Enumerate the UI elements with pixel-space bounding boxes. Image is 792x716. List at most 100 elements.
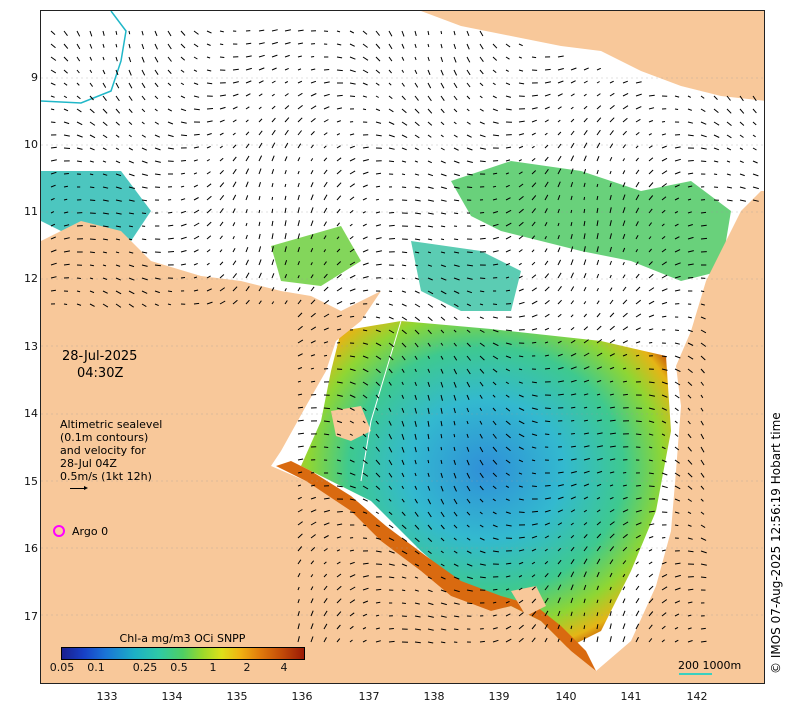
velocity-arrow — [349, 498, 356, 501]
velocity-arrow — [310, 68, 316, 71]
velocity-arrow — [700, 290, 705, 293]
velocity-arrow — [414, 576, 419, 579]
velocity-arrow — [661, 261, 667, 266]
velocity-arrow — [596, 233, 599, 240]
velocity-arrow — [583, 233, 586, 240]
colorbar-tick: 2 — [243, 661, 251, 674]
velocity-arrow — [752, 160, 758, 164]
velocity-arrow — [128, 199, 135, 202]
velocity-arrow — [375, 211, 381, 214]
velocity-arrow — [687, 211, 692, 214]
velocity-arrow — [89, 199, 96, 201]
velocity-arrow — [661, 639, 665, 643]
velocity-arrow — [505, 329, 512, 332]
velocity-arrow — [362, 69, 369, 74]
velocity-arrow — [89, 56, 93, 61]
velocity-arrow — [193, 302, 200, 305]
velocity-arrow — [700, 537, 707, 541]
velocity-arrow — [388, 433, 393, 440]
velocity-arrow — [388, 407, 392, 412]
velocity-arrow — [596, 67, 602, 71]
velocity-arrow — [76, 82, 80, 86]
velocity-arrow — [635, 249, 639, 253]
velocity-arrow — [388, 212, 395, 214]
lat-tick-9: 9 — [31, 71, 38, 84]
lon-tick-140: 140 — [555, 690, 577, 703]
velocity-arrow — [258, 259, 262, 266]
velocity-arrow — [622, 286, 627, 292]
velocity-arrow — [544, 561, 549, 565]
velocity-arrow — [128, 43, 131, 49]
velocity-arrow — [570, 546, 575, 552]
velocity-arrow — [544, 597, 549, 604]
velocity-arrow — [219, 182, 225, 188]
velocity-arrow — [583, 584, 587, 591]
velocity-arrow — [115, 303, 122, 308]
velocity-arrow — [479, 355, 485, 361]
velocity-arrow — [479, 108, 484, 112]
velocity-arrow — [362, 30, 368, 35]
velocity-arrow — [557, 393, 564, 396]
velocity-arrow — [661, 274, 668, 279]
velocity-arrow — [310, 623, 314, 630]
velocity-arrow — [583, 301, 587, 305]
velocity-arrow — [310, 636, 314, 643]
velocity-arrow — [206, 158, 210, 162]
velocity-arrow — [154, 277, 161, 280]
velocity-arrow — [349, 446, 354, 450]
velocity-arrow — [531, 624, 537, 630]
velocity-arrow — [505, 600, 510, 604]
velocity-arrow — [206, 301, 213, 305]
velocity-arrow — [596, 195, 599, 201]
velocity-arrow — [453, 30, 456, 36]
velocity-arrow — [401, 368, 405, 373]
velocity-arrow — [128, 225, 133, 228]
velocity-arrow — [310, 380, 316, 383]
velocity-arrow — [362, 485, 369, 490]
velocity-arrow — [154, 173, 161, 176]
velocity-arrow — [609, 599, 612, 604]
velocity-arrow — [336, 133, 341, 136]
map-panel[interactable] — [40, 10, 765, 684]
velocity-arrow — [310, 131, 315, 136]
depth-scale-label: 200 1000m — [678, 659, 742, 672]
velocity-arrow — [583, 67, 589, 71]
velocity-arrow — [661, 586, 668, 591]
velocity-arrow — [388, 394, 392, 398]
velocity-arrow — [362, 639, 367, 643]
velocity-arrow — [427, 264, 433, 267]
velocity-arrow — [674, 600, 681, 604]
velocity-arrow — [661, 223, 665, 227]
velocity-arrow — [518, 355, 524, 358]
velocity-arrow — [622, 207, 626, 214]
velocity-arrow — [544, 367, 551, 370]
velocity-arrow — [154, 121, 159, 125]
velocity-arrow — [89, 238, 96, 240]
velocity-arrow — [297, 599, 300, 604]
velocity-arrow — [596, 585, 599, 591]
velocity-arrow — [232, 235, 235, 240]
velocity-arrow — [349, 157, 356, 162]
velocity-arrow — [700, 147, 707, 150]
velocity-arrow — [453, 160, 460, 164]
velocity-arrow — [583, 406, 588, 409]
velocity-arrow — [531, 208, 536, 214]
velocity-arrow — [648, 381, 655, 384]
velocity-arrow — [492, 639, 499, 643]
velocity-arrow — [323, 446, 329, 448]
velocity-arrow — [622, 586, 626, 591]
velocity-arrow — [336, 573, 342, 578]
velocity-arrow — [700, 576, 707, 579]
velocity-arrow — [440, 420, 443, 427]
velocity-arrow — [89, 160, 94, 163]
velocity-arrow — [570, 458, 577, 461]
velocity-arrow — [180, 121, 187, 124]
velocity-arrow — [362, 211, 366, 214]
velocity-arrow — [206, 195, 212, 201]
velocity-arrow — [245, 106, 250, 110]
velocity-arrow — [180, 43, 186, 49]
velocity-arrow — [388, 446, 393, 453]
velocity-arrow — [50, 276, 57, 279]
velocity-arrow — [466, 329, 471, 333]
velocity-arrow — [453, 472, 457, 479]
